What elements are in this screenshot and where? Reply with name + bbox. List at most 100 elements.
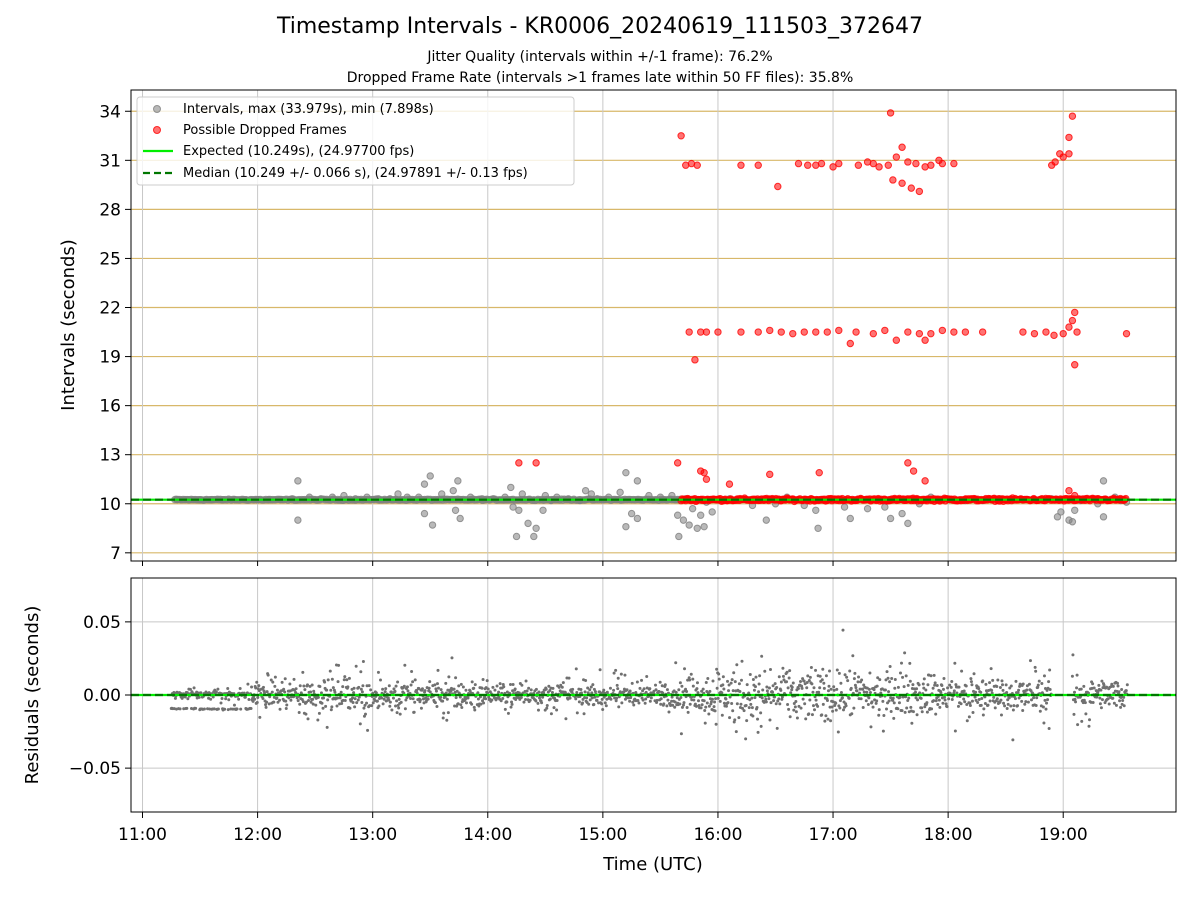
residual-point [249, 706, 253, 710]
residual-point [311, 702, 315, 706]
residual-point [808, 675, 812, 679]
residual-point [807, 678, 811, 682]
residual-point [759, 711, 763, 715]
residual-point [764, 697, 768, 701]
residuals-x-axis: 11:00 12:00 13:00 14:00 15:00 16:00 17:00 18:00… [118, 812, 1088, 845]
residual-point [288, 682, 292, 686]
dropped-frame-point [835, 159, 843, 168]
residual-point [747, 691, 751, 695]
residual-point [715, 667, 719, 671]
residual-point [853, 671, 857, 675]
residual-point [561, 681, 565, 685]
residual-point [312, 689, 316, 693]
chart-title: Timestamp Intervals - KR0006_20240619_11… [276, 14, 924, 39]
residual-point [981, 679, 985, 683]
residual-point [560, 685, 564, 689]
residual-point [787, 707, 791, 711]
interval-point [863, 504, 872, 513]
residual-point [482, 701, 486, 705]
residual-point [458, 695, 462, 699]
residual-point [721, 683, 725, 687]
residual-point [311, 697, 315, 701]
residual-point [460, 705, 464, 709]
residual-point [829, 719, 833, 723]
residual-point [843, 673, 847, 677]
residual-point [490, 698, 494, 702]
residual-point [360, 690, 364, 694]
residual-point [319, 691, 323, 695]
residual-point [711, 679, 715, 683]
residual-point [758, 674, 762, 678]
dropped-frame-point [774, 182, 782, 191]
residual-point [358, 722, 362, 726]
residual-point [788, 715, 792, 719]
residual-point [365, 701, 369, 705]
residual-point [750, 696, 754, 700]
residual-point [297, 711, 301, 715]
residual-point [529, 688, 533, 692]
residual-point [988, 699, 992, 703]
dropped-frame-point [854, 161, 863, 169]
residual-point [298, 684, 302, 688]
residual-point [713, 709, 717, 713]
residual-point [777, 675, 781, 679]
residual-point [353, 705, 357, 709]
dropped-frame-point [907, 184, 915, 192]
residual-point [310, 683, 314, 687]
residual-point [341, 685, 345, 689]
interval-point [428, 521, 437, 529]
residual-point [654, 688, 658, 692]
residual-point [916, 698, 920, 702]
residual-point [999, 698, 1003, 702]
residual-point [671, 703, 675, 707]
residual-point [604, 704, 608, 708]
residual-point [1004, 683, 1008, 687]
residual-point [352, 686, 356, 690]
residual-point [602, 688, 606, 692]
residual-point [801, 697, 805, 701]
residual-point [326, 678, 330, 682]
residual-point [644, 697, 648, 701]
residual-point [727, 689, 731, 693]
residual-point [380, 696, 384, 700]
residual-point [420, 687, 424, 691]
residual-point [1071, 653, 1075, 657]
residual-point [990, 688, 994, 692]
residual-point [930, 707, 934, 711]
residual-point [434, 689, 438, 693]
dropped-frame-point [912, 159, 920, 168]
dropped-frame-point [714, 328, 722, 336]
residual-point [1116, 684, 1120, 688]
dropped-frame-point [875, 163, 883, 171]
residual-point [726, 701, 730, 705]
dropped-frame-point [789, 329, 797, 338]
residual-point [258, 715, 262, 719]
residual-point [183, 695, 187, 699]
residual-point [909, 705, 913, 709]
residual-point [265, 700, 269, 704]
residual-point [614, 699, 618, 703]
residual-point [835, 687, 839, 691]
residual-point [275, 688, 279, 692]
residual-point [371, 701, 375, 705]
residual-point [270, 690, 274, 694]
residual-point [555, 698, 559, 702]
residual-point [411, 697, 415, 701]
residual-point [709, 700, 713, 704]
residual-point [674, 690, 678, 694]
residual-point [501, 697, 505, 701]
dropped-frame-point [889, 176, 897, 184]
residual-point [730, 702, 734, 706]
residual-point [841, 628, 845, 632]
legend-expected-label: Expected (10.249s), (24.97700 fps) [183, 144, 414, 159]
residual-point [272, 700, 276, 704]
dropped-frame-point [515, 459, 523, 467]
residual-point [1106, 697, 1110, 701]
residual-point [852, 706, 856, 710]
residual-point [745, 683, 749, 687]
residual-point [545, 706, 549, 710]
dropped-frame-point [766, 470, 774, 479]
residual-point [775, 726, 779, 730]
residual-point [963, 700, 967, 704]
